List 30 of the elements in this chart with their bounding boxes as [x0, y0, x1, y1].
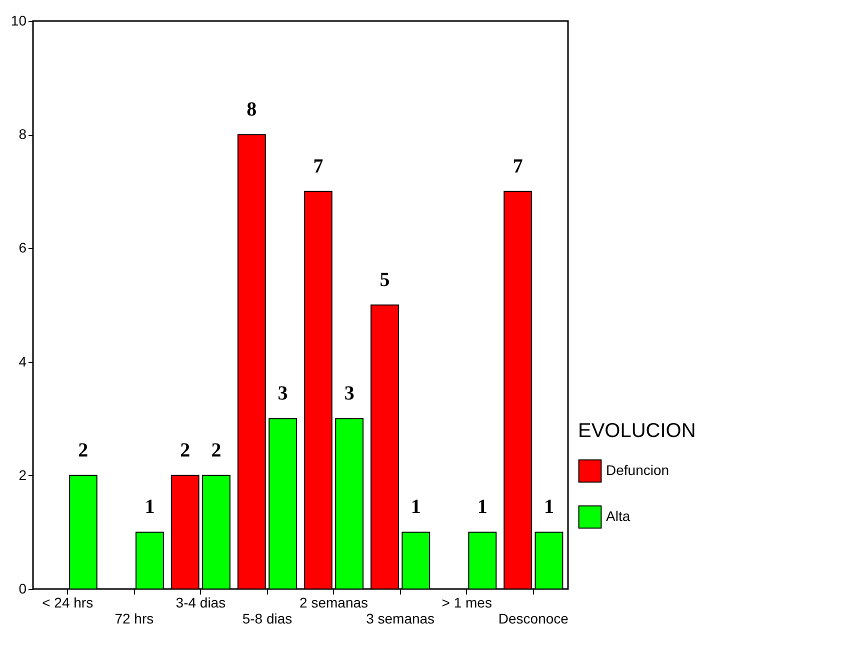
data-label: 5	[380, 269, 390, 291]
y-tick-label: 0	[18, 580, 27, 596]
data-label: 2	[180, 439, 190, 462]
legend-title: EVOLUCION	[578, 420, 696, 442]
x-tick-label: 2 semanas	[300, 594, 368, 610]
x-tick-label: < 24 hrs	[42, 594, 94, 610]
data-label: 2	[78, 439, 88, 462]
data-label: 7	[512, 155, 523, 178]
y-tick-label: 4	[18, 353, 27, 370]
data-label: 1	[144, 496, 155, 518]
data-label: 3	[278, 382, 288, 405]
x-tick-label: 3 semanas	[366, 610, 435, 626]
data-label: 3	[344, 382, 354, 405]
x-tick-label: Desconoce	[498, 610, 569, 626]
y-tick-label: 8	[18, 126, 27, 142]
data-label: 1	[410, 496, 421, 518]
y-tick-label: 10	[10, 12, 27, 28]
data-label: 1	[477, 496, 488, 518]
data-label: 8	[246, 98, 257, 121]
legend-label: Defuncion	[606, 462, 670, 478]
y-tick-label: 2	[18, 466, 27, 483]
legend-label: Alta	[606, 508, 630, 524]
data-label: 2	[211, 439, 222, 462]
data-label: 7	[313, 155, 324, 178]
x-tick-label: 3-4 dias	[176, 594, 226, 610]
y-tick-label: 6	[18, 240, 27, 256]
x-tick-label: 72 hrs	[114, 610, 154, 626]
x-tick-label: 5-8 dias	[242, 610, 292, 626]
x-tick-label: > 1 mes	[442, 594, 492, 610]
data-label: 1	[544, 496, 554, 518]
